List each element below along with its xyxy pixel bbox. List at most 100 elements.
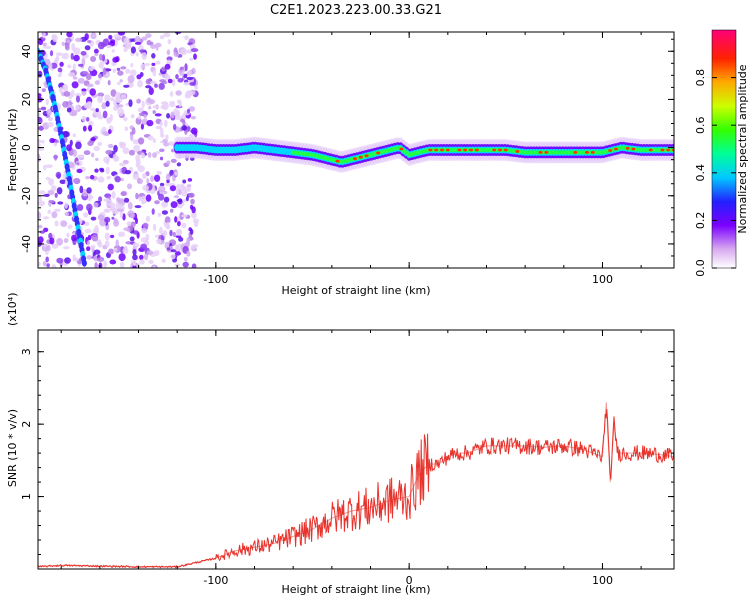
ridge-peak: [474, 148, 479, 152]
noise-blob: [38, 107, 42, 111]
noise-blob: [80, 51, 87, 56]
noise-blob: [181, 222, 187, 229]
noise-blob: [194, 85, 199, 90]
noise-blob: [69, 111, 77, 117]
noise-blob: [101, 126, 107, 133]
noise-blob: [104, 240, 110, 248]
noise-blob: [93, 145, 100, 152]
noise-blob: [98, 61, 104, 69]
noise-blob: [97, 92, 105, 97]
noise-blob: [66, 32, 73, 38]
noise-blob: [87, 101, 93, 108]
noise-blob: [38, 200, 45, 207]
noise-blob: [40, 106, 47, 111]
noise-blob: [59, 61, 64, 67]
noise-blob: [95, 108, 99, 113]
noise-blob: [71, 81, 79, 89]
noise-blob: [154, 83, 158, 88]
noise-blob: [156, 171, 163, 175]
noise-blob: [118, 231, 126, 238]
noise-blob: [142, 172, 147, 179]
noise-blob: [160, 105, 166, 110]
noise-blob: [104, 208, 109, 213]
noise-blob: [188, 227, 192, 232]
noise-blob: [94, 225, 99, 233]
noise-blob: [147, 152, 152, 158]
snr-axes: -100 0 100 1 2 3: [20, 330, 674, 587]
noise-blob: [89, 174, 95, 180]
noise-blob: [81, 115, 87, 122]
noise-blob: [70, 52, 74, 60]
noise-blob: [97, 141, 103, 147]
noise-blob: [135, 217, 138, 224]
noise-blob: [165, 134, 169, 140]
noise-blob: [112, 153, 118, 161]
noise-blob: [61, 52, 69, 60]
noise-blob: [54, 139, 60, 144]
colorbar: 0.0 0.2 0.4 0.6 0.8 Normalized spectral ampl…: [694, 29, 749, 277]
noise-blob: [59, 86, 63, 94]
noise-blob: [51, 243, 59, 249]
noise-blob: [159, 127, 164, 135]
noise-blob: [186, 250, 191, 257]
noise-blob: [72, 76, 78, 80]
noise-blob: [63, 91, 71, 97]
noise-blob: [141, 100, 145, 109]
noise-blob: [183, 81, 190, 86]
noise-blob: [142, 184, 149, 191]
noise-blob: [128, 99, 133, 107]
noise-blob: [38, 143, 41, 147]
noise-blob: [159, 226, 163, 235]
noise-blob: [187, 108, 190, 114]
noise-blob: [166, 247, 171, 251]
noise-blob: [42, 42, 48, 47]
noise-blob: [38, 112, 41, 118]
noise-blob: [173, 51, 180, 57]
noise-blob: [120, 66, 127, 70]
noise-blob: [122, 213, 126, 221]
noise-blob: [170, 111, 175, 119]
snr-series-line: [38, 409, 674, 569]
noise-blob: [163, 142, 170, 147]
noise-blob: [102, 110, 108, 119]
noise-blob: [45, 164, 53, 169]
noise-blob: [170, 158, 177, 163]
noise-blob: [145, 33, 152, 38]
noise-blob: [175, 187, 179, 196]
noise-blob: [98, 196, 103, 203]
noise-blob: [82, 125, 87, 132]
noise-blob: [134, 36, 141, 44]
noise-blob: [134, 41, 142, 45]
noise-blob: [159, 121, 163, 127]
spectrogram-axes: -100 100 -40 -20 0 20 40: [20, 32, 674, 286]
noise-blob: [120, 142, 127, 148]
noise-blob: [97, 95, 103, 104]
noise-blob: [113, 34, 121, 39]
noise-blob: [177, 78, 184, 83]
noise-blob: [130, 133, 134, 141]
noise-blob: [39, 230, 46, 234]
noise-blob: [103, 156, 110, 164]
noise-blob: [160, 133, 165, 138]
noise-blob: [97, 115, 104, 120]
noise-blob: [146, 119, 154, 127]
noise-blob: [132, 260, 137, 267]
ridge-peak: [434, 148, 439, 152]
noise-blob: [48, 200, 55, 204]
noise-blob: [135, 99, 142, 104]
noise-blob: [190, 115, 197, 120]
noise-blob: [87, 40, 92, 44]
noise-blob: [169, 229, 173, 237]
noise-blob: [64, 257, 71, 264]
noise-blob: [113, 247, 118, 252]
noise-blob: [164, 119, 168, 128]
noise-blob: [187, 69, 193, 77]
noise-blob: [120, 94, 127, 99]
spectrogram-x-tick-label: 100: [592, 273, 613, 286]
noise-blob: [107, 183, 114, 191]
snr-y-multiplier: (x10⁴): [6, 293, 19, 327]
noise-blob: [77, 154, 85, 159]
snr-panel: -100 0 100 1 2 3 Height of straight line (km)…: [6, 293, 675, 596]
noise-blob: [154, 234, 159, 238]
noise-blob: [95, 157, 99, 161]
